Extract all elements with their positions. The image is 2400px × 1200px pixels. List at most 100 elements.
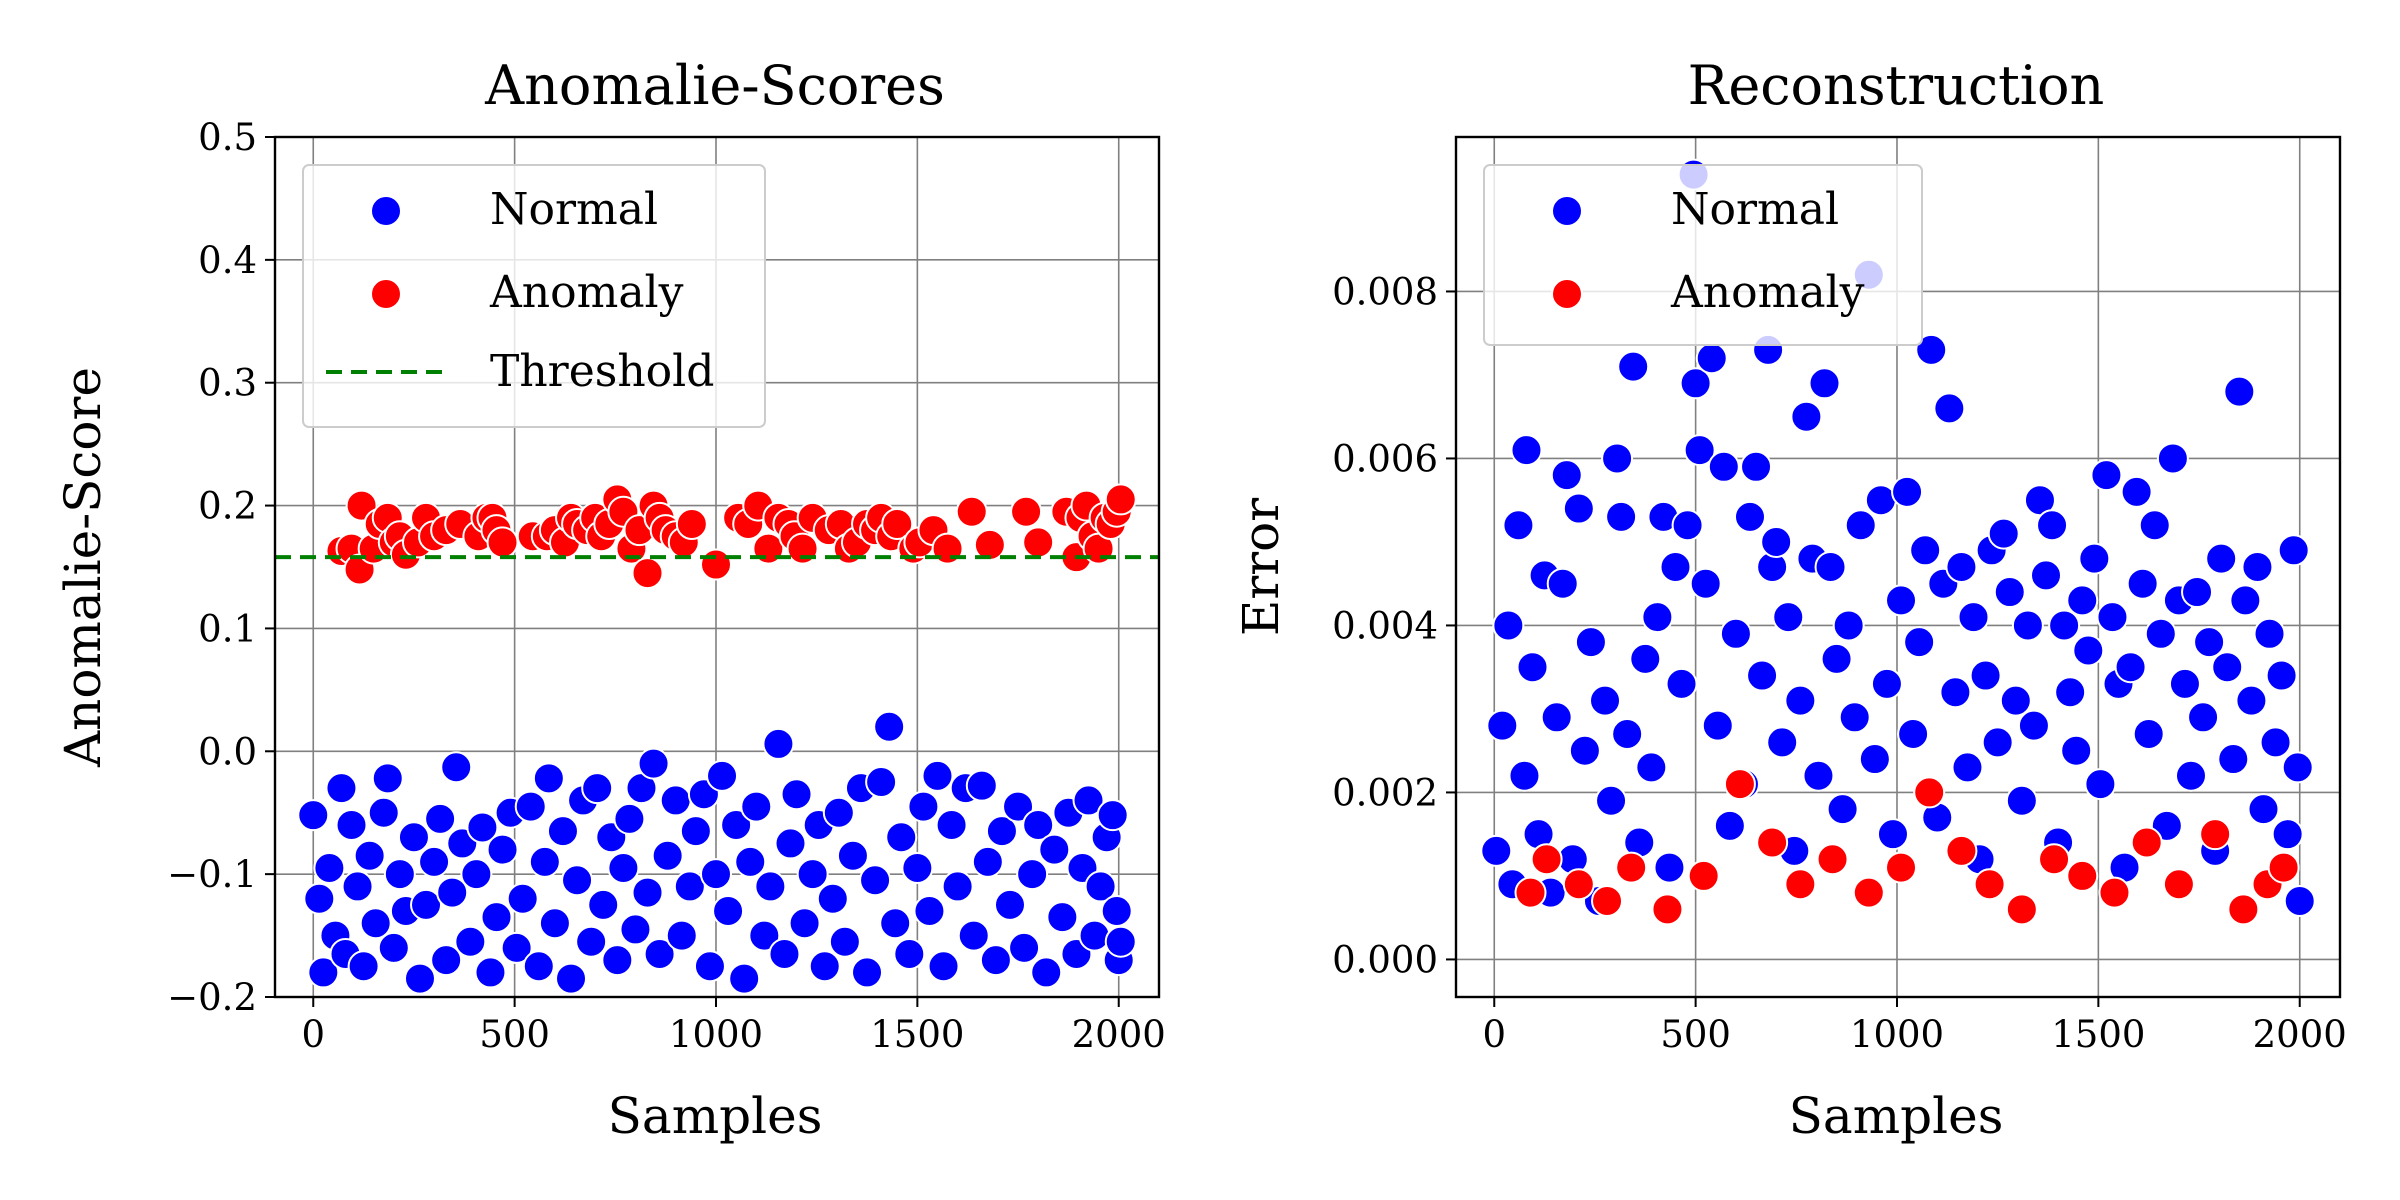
normal-point [1653, 851, 1686, 884]
normal-point [816, 882, 849, 915]
scatter-points [297, 483, 1137, 995]
normal-point [1701, 709, 1734, 742]
normal-point [307, 956, 340, 989]
normal-point [2187, 701, 2220, 734]
normal-point [1784, 684, 1817, 717]
normal-point [555, 962, 588, 995]
normal-point [2138, 509, 2171, 542]
anomaly-point [1973, 868, 2006, 901]
legend-normal-marker [1551, 195, 1583, 227]
reconstruction-panel: Reconstruction 0 500 1000 1500 2000 0.000 0.00… [1232, 54, 2347, 1145]
normal-point [1516, 651, 1549, 684]
normal-point [1733, 500, 1766, 533]
legend-frame [1483, 164, 1923, 346]
x-tick-label: 0 [301, 1013, 325, 1056]
normal-point [2241, 551, 2274, 583]
normal-point [1611, 717, 1644, 750]
normal-point [720, 809, 753, 841]
normal-point [359, 907, 392, 940]
normal-point [522, 950, 555, 983]
normal-point [454, 925, 487, 958]
normal-point [1740, 450, 1773, 483]
legend-anomaly-label: Anomaly [489, 267, 684, 318]
normal-point [1969, 659, 2002, 692]
normal-point [1832, 609, 1865, 642]
normal-point [1508, 759, 1541, 792]
y-axis-label: Anomalie-Score [54, 367, 112, 768]
anomaly-point [2098, 876, 2131, 909]
normal-point [2060, 734, 2093, 767]
normal-point [528, 845, 561, 878]
normal-point [1951, 751, 1984, 784]
anomaly-score-panel: Anomalie-Scores 0 500 1000 1500 2000 −0.2 −0.1… [54, 54, 1166, 1145]
normal-point [651, 839, 684, 872]
normal-point [514, 790, 547, 823]
anomaly-point [1562, 868, 1595, 901]
normal-point [1719, 617, 1752, 650]
y-tick-label: 0.3 [198, 362, 257, 405]
normal-point [2223, 375, 2256, 408]
normal-point [1707, 450, 1740, 483]
normal-point [1993, 576, 2026, 609]
normal-point [297, 799, 330, 832]
normal-point [1915, 333, 1948, 366]
anomaly-point [1816, 843, 1849, 876]
normal-point [1546, 567, 1579, 600]
legend-anomaly-marker [370, 278, 402, 310]
normal-point [2114, 651, 2147, 684]
normal-point [2036, 509, 2069, 542]
normal-point [2144, 617, 2177, 650]
normal-point [808, 950, 841, 983]
normal-point [957, 919, 990, 952]
normal-point [885, 821, 918, 854]
normal-point [2277, 534, 2310, 567]
anomaly-point [2162, 868, 2195, 901]
y-tick-label: 0.2 [198, 485, 257, 528]
normal-point [1629, 642, 1662, 675]
normal-point [1100, 895, 1133, 927]
normal-point [1550, 459, 1583, 492]
normal-point [1802, 759, 1835, 792]
normal-point [575, 925, 608, 958]
normal-point [474, 956, 507, 989]
normal-point [1981, 726, 2014, 759]
normal-point [1987, 517, 2020, 550]
y-tick-label: −0.2 [167, 976, 257, 1019]
normal-point [2078, 542, 2111, 575]
normal-point [1008, 931, 1041, 964]
legend-anomaly-label: Anomaly [1670, 267, 1865, 318]
normal-point [2217, 743, 2250, 776]
normal-point [2211, 651, 2244, 684]
normal-point [1746, 659, 1779, 692]
legend-threshold-label: Threshold [490, 346, 714, 397]
normal-point [679, 815, 712, 848]
normal-point [2017, 709, 2050, 742]
normal-point [1772, 601, 1805, 634]
normal-point [2011, 609, 2044, 642]
normal-point [377, 931, 410, 964]
normal-point [637, 747, 670, 780]
normal-point [1671, 509, 1704, 542]
anomaly-point [1530, 843, 1563, 876]
axis-ticks: 0 500 1000 1500 2000 0.000 0.002 0.004 0.006 0.00… [1332, 270, 2347, 1056]
normal-point [1568, 734, 1601, 767]
normal-point [2174, 759, 2207, 792]
normal-point [383, 858, 416, 891]
normal-point [1617, 350, 1650, 383]
normal-point [440, 751, 473, 784]
normal-point [2054, 676, 2087, 709]
anomaly-point [1514, 876, 1547, 909]
normal-point [1999, 684, 2032, 717]
normal-point [532, 762, 565, 795]
normal-point [607, 852, 640, 884]
normal-point [1492, 609, 1525, 642]
anomaly-point [1852, 876, 1885, 909]
y-axis-label: Error [1232, 498, 1290, 636]
normal-point [699, 858, 732, 891]
anomaly-point [699, 548, 732, 581]
normal-point [1635, 751, 1668, 784]
normal-point [2281, 751, 2314, 784]
normal-point [693, 950, 726, 983]
normal-point [500, 931, 533, 964]
